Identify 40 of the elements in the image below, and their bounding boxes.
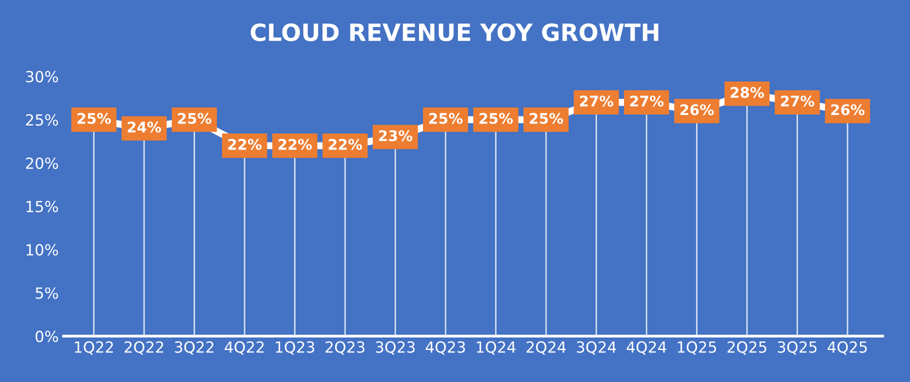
chart-title: CLOUD REVENUE YOY GROWTH bbox=[250, 23, 658, 42]
x-tick-label: 4Q24 bbox=[626, 341, 666, 355]
x-tick-label: 4Q25 bbox=[828, 341, 867, 355]
x-tick-label: 1Q25 bbox=[678, 341, 716, 355]
data-label: 25% bbox=[480, 112, 513, 124]
data-label: 22% bbox=[328, 138, 362, 150]
data-label: 22% bbox=[278, 138, 312, 150]
data-label: 26% bbox=[680, 104, 714, 116]
x-tick-label: 2Q22 bbox=[124, 341, 164, 355]
y-tick-label: 5% bbox=[36, 287, 58, 299]
y-tick-label: 15% bbox=[26, 200, 58, 212]
x-tick-label: 3Q22 bbox=[174, 341, 214, 355]
x-tick-label: 3Q23 bbox=[376, 341, 415, 355]
data-label: 23% bbox=[379, 130, 412, 142]
data-label: 24% bbox=[128, 122, 162, 133]
x-tick-label: 1Q22 bbox=[74, 341, 113, 355]
y-tick-label: 10% bbox=[26, 244, 58, 256]
y-tick-label: 20% bbox=[26, 157, 58, 170]
data-label: 27% bbox=[630, 96, 664, 107]
data-label: 22% bbox=[228, 138, 262, 150]
data-label: 28% bbox=[730, 86, 764, 98]
x-tick-label: 2Q23 bbox=[326, 341, 364, 355]
x-tick-label: 1Q24 bbox=[476, 341, 516, 355]
x-tick-label: 4Q22 bbox=[224, 341, 264, 355]
x-tick-label: 4Q23 bbox=[426, 341, 465, 355]
x-tick-label: 2Q24 bbox=[526, 341, 566, 355]
data-label: 25% bbox=[178, 112, 212, 124]
data-label: 26% bbox=[831, 104, 865, 116]
x-tick-label: 3Q25 bbox=[778, 341, 817, 355]
data-label: 25% bbox=[530, 112, 564, 124]
data-label: 25% bbox=[429, 112, 463, 124]
y-tick-label: 0% bbox=[36, 330, 58, 342]
data-label: 25% bbox=[78, 112, 111, 124]
x-tick-label: 2Q25 bbox=[728, 341, 766, 355]
data-label: 27% bbox=[780, 96, 814, 107]
data-label: 27% bbox=[580, 96, 614, 107]
x-tick-label: 3Q24 bbox=[576, 341, 616, 355]
y-tick-label: 30% bbox=[26, 70, 58, 82]
x-tick-label: 1Q23 bbox=[276, 341, 314, 355]
y-tick-label: 25% bbox=[26, 114, 58, 126]
